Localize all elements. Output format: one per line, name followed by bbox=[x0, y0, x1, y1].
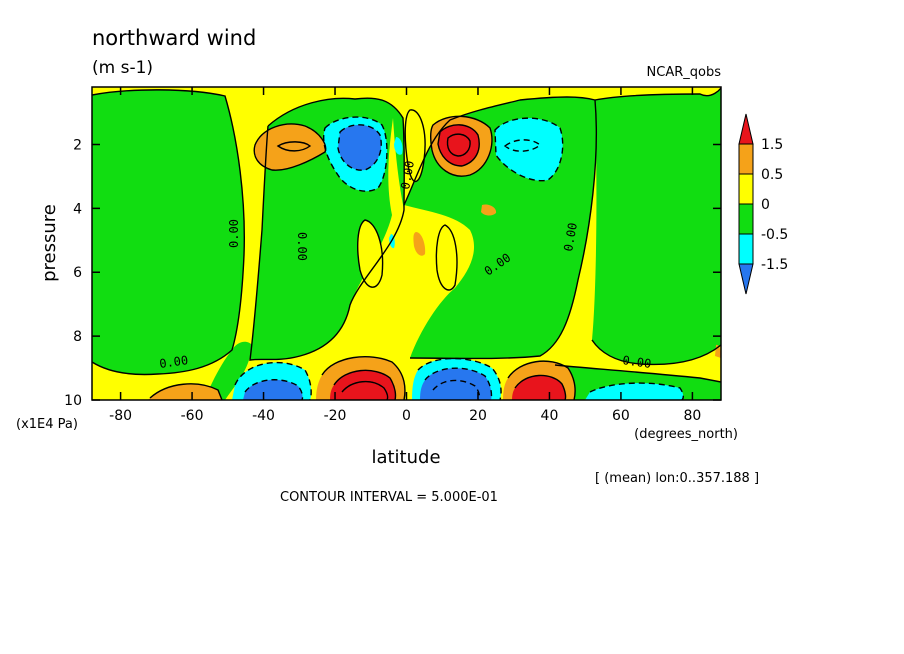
fill-red-nh-low bbox=[512, 375, 566, 400]
y-units-label: (x1E4 Pa) bbox=[16, 417, 78, 432]
colorbar: 1.5 0.5 0 -0.5 -1.5 bbox=[738, 113, 788, 295]
contour-label-5: 0.00 bbox=[561, 222, 580, 253]
colorbar-bin-3 bbox=[738, 203, 754, 235]
chart-title: northward wind bbox=[92, 26, 256, 50]
fill-orange-small-a bbox=[413, 232, 426, 256]
fill-red-sh-low bbox=[330, 370, 396, 400]
x-units-label: (degrees_north) bbox=[634, 427, 738, 442]
colorbar-label-4: -1.5 bbox=[761, 257, 788, 273]
x-tick-label-6: 40 bbox=[541, 408, 559, 424]
contour-neg-nh-low-1 bbox=[417, 357, 502, 400]
contour-pos-sh-upper bbox=[253, 123, 327, 171]
fill-yellow-blob-c bbox=[405, 109, 426, 182]
colorbar-label-2: 0 bbox=[761, 197, 770, 213]
y-tick-label-2: 6 bbox=[73, 265, 82, 281]
contour-pos-sh-low-3 bbox=[341, 381, 389, 400]
mean-note: [ (mean) lon:0..357.188 ] bbox=[595, 471, 759, 486]
colorbar-label-0: 1.5 bbox=[761, 137, 783, 153]
contour-zero-nh-polar bbox=[591, 87, 721, 366]
contour-neg-nh-upper-inner bbox=[503, 139, 542, 152]
contour-neg-nh-low-2 bbox=[424, 367, 493, 400]
fill-blue-sh-upper bbox=[338, 124, 382, 171]
fill-red-nh-upper bbox=[438, 124, 480, 166]
contour-label-1: 0.00 bbox=[227, 219, 241, 248]
plot-area: 0.00 0.00 0.00 0.00 0.00 0.00 0.00 bbox=[92, 87, 721, 400]
colorbar-bin-2 bbox=[738, 173, 754, 205]
contour-pos-sh-upper-inner bbox=[276, 141, 312, 152]
contour-pos-nh-low-2 bbox=[514, 374, 567, 400]
colorbar-label-3: -0.5 bbox=[761, 227, 788, 243]
x-tick-label-4: 0 bbox=[402, 408, 411, 424]
x-tick-label-3: -20 bbox=[324, 408, 347, 424]
colorbar-bin-4 bbox=[738, 233, 754, 265]
contour-label-2: 0.00 bbox=[295, 232, 309, 261]
x-tick-label-8: 80 bbox=[683, 408, 701, 424]
contour-pos-sh-low-1 bbox=[321, 356, 406, 400]
contour-neg-sh-low-2 bbox=[244, 379, 304, 400]
x-tick-label-5: 20 bbox=[469, 408, 487, 424]
contour-pos-nh-low-1 bbox=[507, 360, 576, 400]
fill-orange-small-b bbox=[481, 204, 497, 216]
contour-label-7: 0.00 bbox=[622, 353, 653, 371]
contour-pos-sh-low-2 bbox=[333, 369, 397, 400]
y-tick-label-4: 10 bbox=[64, 393, 82, 409]
fill-blue-sh-low bbox=[243, 379, 303, 400]
x-tick-label-0: -80 bbox=[109, 408, 132, 424]
y-tick-label-1: 4 bbox=[73, 201, 82, 217]
colorbar-bin-1 bbox=[738, 143, 754, 175]
fill-green-nh-polar bbox=[592, 88, 721, 365]
contour-zero-low-nh bbox=[554, 364, 721, 383]
contour-label-3: 0.00 bbox=[398, 160, 417, 191]
fill-cyan-nh-upper bbox=[495, 118, 563, 181]
contour-neg-edge bbox=[589, 382, 685, 400]
contour-zero-blob-c bbox=[404, 109, 426, 182]
colorbar-label-1: 0.5 bbox=[761, 167, 783, 183]
fill-green-sh-polar bbox=[92, 89, 245, 375]
contour-neg-nh-low-3 bbox=[432, 379, 481, 400]
fill-orange-sh-upper bbox=[254, 124, 326, 171]
contour-zero-sh-polar bbox=[92, 89, 245, 376]
contour-labels: 0.00 0.00 0.00 0.00 0.00 0.00 0.00 bbox=[158, 160, 652, 371]
contour-zero-blob-a bbox=[357, 219, 384, 288]
source-label: NCAR_qobs bbox=[647, 65, 722, 80]
fill-cyan-low-nh-edge bbox=[585, 383, 684, 400]
chart-units: (m s-1) bbox=[92, 58, 153, 78]
x-tick-label-7: 60 bbox=[612, 408, 630, 424]
y-tick-label-0: 2 bbox=[73, 137, 82, 153]
contour-pos-nh-upper bbox=[429, 115, 493, 177]
contour-neg-nh-upper bbox=[494, 117, 564, 182]
colorbar-bin-0 bbox=[738, 113, 754, 145]
contour-label-6: 0.00 bbox=[158, 353, 189, 371]
contour-pos-polar-low bbox=[149, 383, 223, 400]
contour-neg-sh-upper-1 bbox=[323, 116, 388, 192]
x-tick-label-1: -60 bbox=[181, 408, 204, 424]
x-axis-title: latitude bbox=[371, 447, 440, 468]
contour-neg-sh-low-1 bbox=[234, 361, 312, 400]
contour-pos-nh-upper-3 bbox=[446, 133, 471, 157]
fill-cyan-small-a bbox=[394, 137, 403, 155]
fill-blue-nh-low bbox=[420, 368, 492, 400]
y-axis-title: pressure bbox=[39, 204, 60, 282]
contour-lines-solid bbox=[92, 87, 721, 400]
fill-yellow-blob-a bbox=[357, 220, 383, 288]
contour-pos-nh-upper-2 bbox=[437, 124, 480, 167]
contour-zero-tropics-sh bbox=[249, 97, 405, 361]
x-axis: -80 -60 -40 -20 0 20 40 60 80 bbox=[109, 87, 701, 424]
fill-yellow-blob-b bbox=[436, 225, 457, 290]
x-tick-label-2: -40 bbox=[252, 408, 275, 424]
colorbar-bin-5 bbox=[738, 263, 754, 295]
contour-lines-dashed bbox=[234, 116, 685, 400]
contour-interval-note: CONTOUR INTERVAL = 5.000E-01 bbox=[280, 490, 498, 505]
contour-zero-tropics-nh bbox=[403, 96, 597, 360]
y-tick-label-3: 8 bbox=[73, 329, 82, 345]
contour-zero-blob-b bbox=[435, 224, 458, 291]
contour-neg-sh-upper-2 bbox=[337, 124, 382, 171]
fill-green-low-band bbox=[205, 341, 252, 400]
y-axis: 2 4 6 8 10 bbox=[64, 137, 721, 409]
fill-orange-polar-low bbox=[148, 383, 222, 400]
